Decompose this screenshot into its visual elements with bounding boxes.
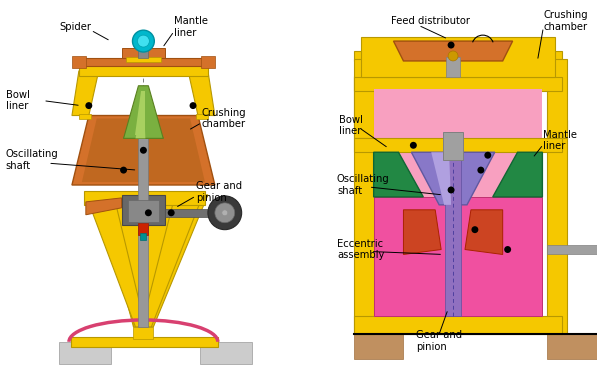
Polygon shape [124,86,163,138]
Circle shape [137,35,149,47]
Polygon shape [403,210,441,255]
Bar [374,89,542,138]
Bar [72,56,86,68]
Bar [547,334,597,359]
Circle shape [140,147,147,154]
Polygon shape [72,71,99,115]
Bar [200,342,251,364]
Bar [139,138,148,327]
Bar [84,191,205,205]
Circle shape [504,246,511,253]
Bar [354,76,374,334]
Circle shape [448,186,455,194]
Bar [122,195,165,225]
Circle shape [145,209,152,216]
Circle shape [85,102,92,109]
Text: Feed distributor: Feed distributor [391,16,470,26]
Bar [128,200,159,222]
Bar [547,245,600,255]
Bar [445,152,461,316]
Bar [79,114,91,118]
Polygon shape [412,152,495,205]
Polygon shape [188,71,215,115]
Bar [140,233,146,240]
Circle shape [448,51,458,61]
Polygon shape [86,195,145,327]
Bar [196,114,208,118]
Bar [354,138,562,152]
Circle shape [410,142,417,149]
Polygon shape [136,115,145,138]
Polygon shape [465,210,503,255]
Circle shape [190,102,197,109]
Text: Mantle
liner: Mantle liner [544,130,577,151]
Bar [446,57,460,77]
Circle shape [472,226,478,233]
Circle shape [215,203,235,223]
Bar [443,132,463,160]
Circle shape [120,166,127,174]
Circle shape [484,152,491,159]
Polygon shape [374,152,423,197]
Bar [354,59,374,138]
Text: Mantle
liner: Mantle liner [174,16,208,38]
Polygon shape [72,115,215,185]
Bar [354,334,403,359]
Polygon shape [99,195,173,327]
Bar [361,37,555,77]
Text: Gear and
pinion: Gear and pinion [196,181,242,203]
Bar [122,48,165,58]
Bar [354,51,562,61]
Text: Bowl
liner: Bowl liner [7,90,31,111]
Bar [165,209,217,217]
Bar [374,152,542,197]
Polygon shape [82,118,205,182]
Polygon shape [136,91,145,135]
Text: Bowl
liner: Bowl liner [339,115,363,136]
Text: Oscillating
shaft: Oscillating shaft [5,149,58,171]
Text: Gear and
pinion: Gear and pinion [416,330,463,352]
Bar [133,327,154,339]
Circle shape [448,41,455,48]
Text: Spider: Spider [59,22,91,32]
Circle shape [222,210,228,216]
Polygon shape [493,152,542,197]
Text: Crushing
chamber: Crushing chamber [202,108,247,129]
Bar [59,342,110,364]
Bar [201,56,215,68]
Bar [125,57,161,62]
Polygon shape [133,195,208,327]
Circle shape [133,30,154,52]
Bar [374,197,542,316]
Polygon shape [124,115,163,138]
Text: Eccentric
assembly: Eccentric assembly [337,239,385,260]
Bar [84,58,203,66]
Bar [139,40,148,58]
Circle shape [478,166,484,174]
Polygon shape [431,152,451,205]
Text: Crushing
chamber: Crushing chamber [544,10,588,32]
Polygon shape [86,198,122,215]
Bar [79,64,208,76]
Circle shape [208,196,242,230]
Bar [139,223,148,235]
Bar [354,316,562,334]
Circle shape [168,209,175,216]
Bar [71,337,218,347]
Polygon shape [394,41,512,61]
Bar [547,59,567,138]
Text: Oscillating
shaft: Oscillating shaft [337,174,389,196]
Polygon shape [142,195,203,327]
Bar [547,121,567,334]
Bar [354,77,562,91]
